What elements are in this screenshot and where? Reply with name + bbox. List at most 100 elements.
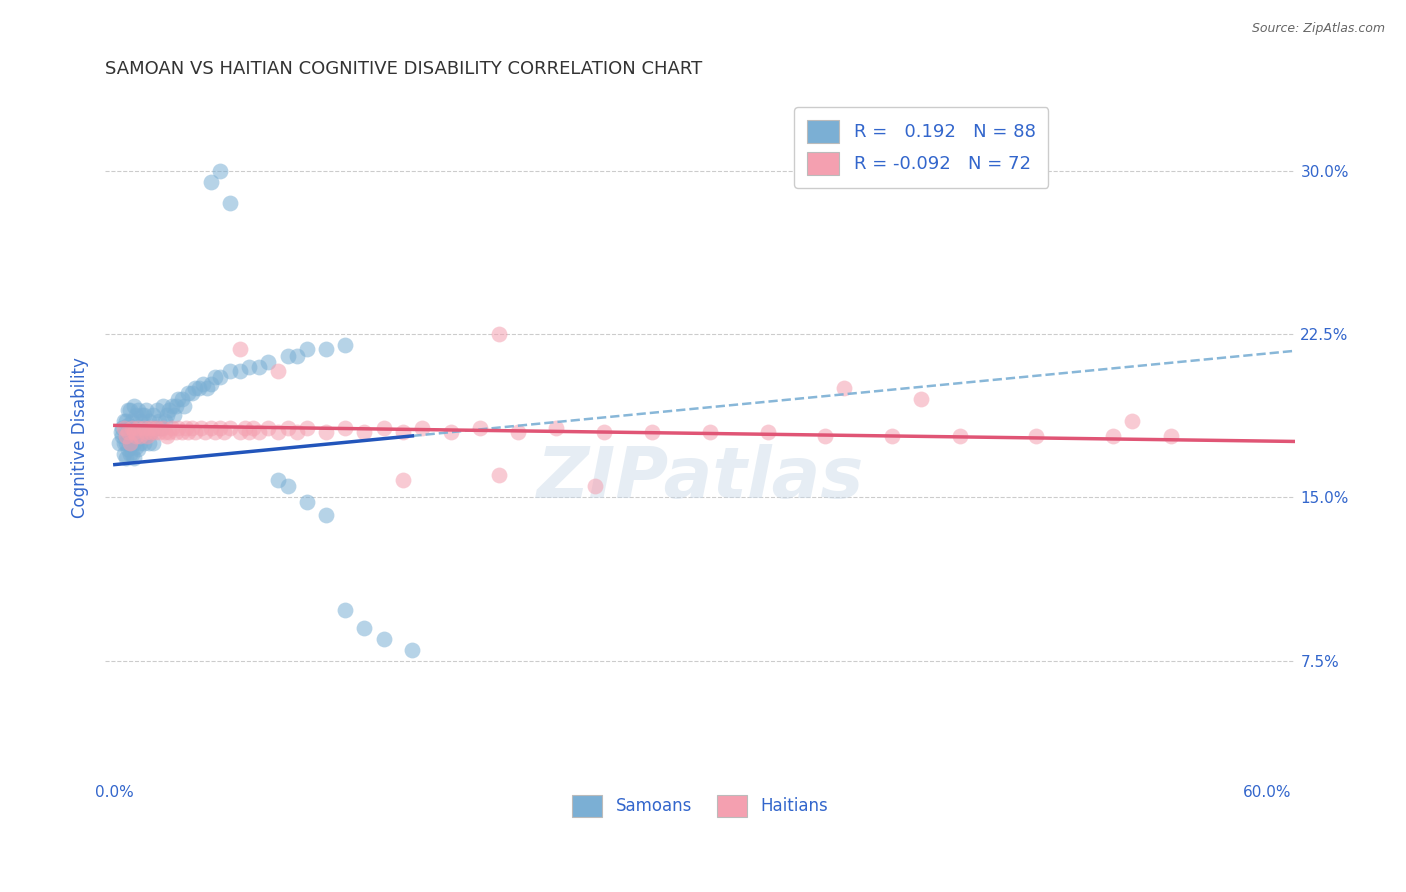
Point xyxy=(315,342,337,356)
Point xyxy=(219,196,242,211)
Point xyxy=(121,414,143,428)
Point xyxy=(204,370,226,384)
Point xyxy=(468,420,491,434)
Point xyxy=(135,425,157,439)
Point xyxy=(157,425,180,439)
Point xyxy=(506,425,529,439)
Point xyxy=(128,429,150,443)
Point xyxy=(219,420,242,434)
Point xyxy=(814,429,837,443)
Y-axis label: Cognitive Disability: Cognitive Disability xyxy=(72,357,89,517)
Point xyxy=(593,425,616,439)
Point xyxy=(295,494,318,508)
Point xyxy=(353,621,375,635)
Point xyxy=(191,377,214,392)
Point xyxy=(353,425,375,439)
Point xyxy=(200,377,222,392)
Point xyxy=(335,603,357,617)
Point xyxy=(112,420,135,434)
Point xyxy=(167,392,190,407)
Text: SAMOAN VS HAITIAN COGNITIVE DISABILITY CORRELATION CHART: SAMOAN VS HAITIAN COGNITIVE DISABILITY C… xyxy=(105,60,703,78)
Point xyxy=(440,425,463,439)
Point xyxy=(128,435,150,450)
Point xyxy=(125,429,148,443)
Point xyxy=(174,420,197,434)
Point xyxy=(194,425,217,439)
Point xyxy=(834,381,856,395)
Point xyxy=(122,399,145,413)
Point xyxy=(163,408,186,422)
Point xyxy=(112,435,135,450)
Point xyxy=(135,429,157,443)
Point xyxy=(162,399,184,413)
Point xyxy=(135,403,157,417)
Point xyxy=(132,420,155,434)
Point xyxy=(335,338,357,352)
Point xyxy=(120,403,142,417)
Point xyxy=(153,425,176,439)
Point xyxy=(141,425,163,439)
Point xyxy=(200,175,222,189)
Point xyxy=(115,429,138,443)
Point xyxy=(170,392,193,407)
Point xyxy=(146,420,169,434)
Point xyxy=(238,359,260,374)
Point xyxy=(335,420,357,434)
Point xyxy=(149,420,172,434)
Point xyxy=(131,429,153,443)
Point xyxy=(167,420,190,434)
Point xyxy=(1025,429,1047,443)
Point xyxy=(756,425,779,439)
Point xyxy=(267,425,290,439)
Point xyxy=(257,420,280,434)
Point xyxy=(267,364,290,378)
Point xyxy=(641,425,664,439)
Point xyxy=(117,425,139,439)
Point xyxy=(177,425,200,439)
Point xyxy=(209,420,232,434)
Point xyxy=(910,392,932,407)
Point xyxy=(247,359,270,374)
Point xyxy=(1102,429,1125,443)
Point xyxy=(184,425,207,439)
Point xyxy=(117,429,139,443)
Point xyxy=(112,447,135,461)
Point xyxy=(138,414,160,428)
Point xyxy=(238,425,260,439)
Point xyxy=(295,420,318,434)
Point xyxy=(546,420,568,434)
Point xyxy=(142,420,165,434)
Point xyxy=(277,349,299,363)
Point xyxy=(127,425,149,439)
Point xyxy=(1160,429,1182,443)
Point xyxy=(219,364,242,378)
Point xyxy=(373,632,395,646)
Point xyxy=(157,403,180,417)
Point xyxy=(948,429,970,443)
Point xyxy=(195,381,218,395)
Point xyxy=(267,473,290,487)
Point xyxy=(228,425,250,439)
Point xyxy=(165,399,187,413)
Point xyxy=(120,420,142,434)
Point xyxy=(117,442,139,457)
Point xyxy=(165,425,187,439)
Point xyxy=(373,420,395,434)
Point xyxy=(391,473,413,487)
Text: ZIPatlas: ZIPatlas xyxy=(537,444,865,513)
Point xyxy=(127,403,149,417)
Point xyxy=(127,442,149,457)
Point xyxy=(131,408,153,422)
Point xyxy=(111,420,134,434)
Point xyxy=(125,425,148,439)
Point xyxy=(277,420,299,434)
Point xyxy=(120,435,142,450)
Point xyxy=(277,479,299,493)
Point xyxy=(209,163,232,178)
Point xyxy=(115,414,138,428)
Point xyxy=(120,435,142,450)
Point xyxy=(112,414,135,428)
Point xyxy=(156,408,179,422)
Point xyxy=(122,420,145,434)
Point xyxy=(107,435,129,450)
